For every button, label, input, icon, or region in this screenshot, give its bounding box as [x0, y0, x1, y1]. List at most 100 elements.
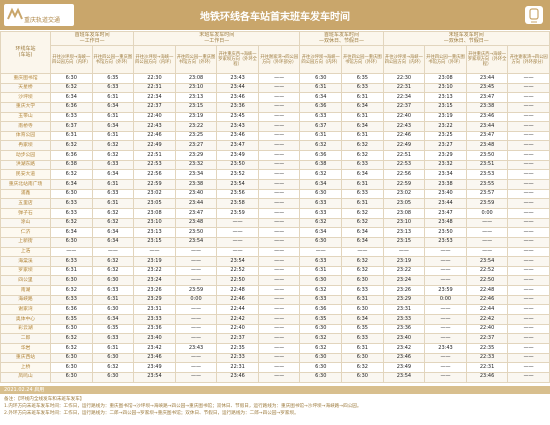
group-subtitle: —双休日、节假日— — [443, 37, 489, 44]
time: —— — [424, 265, 467, 277]
time: 22:43 — [133, 121, 176, 132]
time: —— — [424, 275, 467, 287]
time: 6:33 — [299, 198, 343, 209]
time: —— — [174, 314, 218, 325]
time: 6:38 — [50, 159, 93, 171]
time: 6:33 — [341, 285, 384, 296]
row: 洪湖东路 6:38 6:33 22:53 23:32 23:50 —— 6:38 6:33 22:… — [0, 159, 550, 171]
station: 谢家湾 — [0, 304, 51, 315]
time: 6:33 — [341, 188, 384, 200]
time: 23:44 — [465, 73, 509, 84]
time: 23:59 — [174, 285, 218, 296]
row: 弹子石 6:33 6:32 23:08 23:47 23:59 —— 6:33 6:32 23:0… — [0, 207, 550, 219]
time: —— — [507, 159, 550, 171]
row: 重庆北站南广场 6:34 6:31 22:59 23:38 23:54 —— 6:34 6:31… — [0, 179, 550, 190]
time: 23:08 — [382, 207, 426, 219]
time: 6:30 — [91, 352, 135, 364]
time: 23:34 — [174, 169, 218, 181]
time: 6:30 — [299, 236, 343, 248]
time: 6:32 — [50, 140, 93, 152]
time: —— — [257, 265, 301, 277]
time: 23:54 — [174, 236, 218, 248]
time: 22:53 — [133, 159, 176, 171]
time: —— — [257, 352, 301, 364]
station: 华岩 — [0, 342, 51, 354]
time: 6:34 — [341, 236, 384, 248]
station: 重庆大学 — [0, 101, 51, 113]
time: —— — [424, 371, 467, 383]
time: 6:30 — [299, 188, 343, 200]
time: 22:48 — [465, 285, 509, 296]
time: 23:52 — [216, 169, 259, 181]
time: 6:31 — [91, 179, 135, 190]
time: 6:35 — [341, 323, 384, 335]
station: 浦鑫 — [0, 188, 51, 200]
column-header: 开往谢家湾→四公园方向（外环部分） — [257, 45, 301, 74]
time: 6:31 — [91, 342, 135, 354]
time: 6:30 — [50, 236, 93, 248]
time: 23:29 — [174, 150, 218, 161]
time: 22:37 — [216, 333, 259, 344]
time: 6:32 — [299, 217, 343, 229]
time: 23:32 — [174, 159, 218, 171]
time: 6:33 — [50, 111, 93, 123]
time: 23:48 — [424, 217, 467, 229]
time: 6:32 — [50, 169, 93, 181]
time: 6:33 — [341, 333, 384, 344]
group-title: 首班车发车时间 — [324, 32, 360, 38]
time: 22:40 — [133, 111, 176, 123]
time: 23:13 — [382, 227, 426, 238]
time: 22:37 — [465, 333, 509, 344]
time: 22:51 — [382, 150, 426, 161]
time: 6:32 — [91, 265, 135, 277]
time: 22:34 — [382, 92, 426, 103]
time: 6:32 — [299, 333, 343, 344]
time: 22:44 — [465, 304, 509, 315]
row: 冉家坝 6:32 6:32 22:49 23:27 23:47 —— 6:32 6:32 22:4… — [0, 140, 550, 152]
time: —— — [507, 101, 550, 113]
time: 23:40 — [174, 188, 218, 200]
time: 22:59 — [133, 179, 176, 190]
time: 6:30 — [50, 371, 93, 383]
time: 6:32 — [91, 150, 135, 161]
row: 五里店 6:33 6:31 23:05 23:44 23:58 —— 6:33 6:31 23:0… — [0, 198, 550, 209]
time: 22:52 — [465, 265, 509, 277]
time: —— — [216, 217, 259, 229]
time: 23:59 — [216, 207, 259, 219]
column-header: 开往谢家湾→四公园方向（外环部分） — [507, 45, 550, 74]
time: 22:42 — [465, 314, 509, 325]
row: 海峡路 6:33 6:31 23:29 0:00 22:46 —— 6:33 6:31 23:29… — [0, 294, 550, 306]
time: 6:33 — [91, 285, 135, 296]
time: 23:08 — [424, 73, 467, 84]
time: —— — [507, 352, 550, 364]
time: 23:10 — [174, 82, 218, 94]
row: 二郎 6:32 6:33 23:40 —— 22:37 —— 6:32 6:33 23:40 —— 2… — [0, 333, 550, 344]
time: —— — [257, 207, 301, 219]
time: —— — [174, 275, 218, 287]
time: 23:43 — [174, 342, 218, 354]
time: 23:29 — [133, 294, 176, 306]
time: —— — [257, 342, 301, 354]
time: 23:22 — [133, 265, 176, 277]
row: 南湖 6:32 6:33 23:26 23:59 22:48 —— 6:32 6:33 23:26… — [0, 285, 550, 296]
time: 23:44 — [465, 121, 509, 132]
row: 动步公园 6:36 6:32 22:51 23:29 23:49 —— 6:36 6:32 22:… — [0, 150, 550, 161]
time: 6:34 — [91, 121, 135, 132]
station: 动步公园 — [0, 150, 51, 161]
time: 6:32 — [299, 169, 343, 181]
time: 23:02 — [133, 188, 176, 200]
time: 23:43 — [424, 342, 467, 354]
time: 6:32 — [50, 342, 93, 354]
date-band: 2021.02.24 启用 — [0, 386, 550, 394]
time: 22:42 — [216, 314, 259, 325]
station: 上桥 — [0, 362, 51, 373]
time: 6:32 — [341, 140, 384, 152]
time: —— — [257, 150, 301, 161]
time: 6:34 — [341, 121, 384, 132]
time: 23:10 — [133, 217, 176, 229]
time: —— — [174, 265, 218, 277]
time: —— — [465, 217, 509, 229]
time: 22:35 — [216, 342, 259, 354]
time: —— — [257, 101, 301, 113]
time: 23:10 — [382, 217, 426, 229]
